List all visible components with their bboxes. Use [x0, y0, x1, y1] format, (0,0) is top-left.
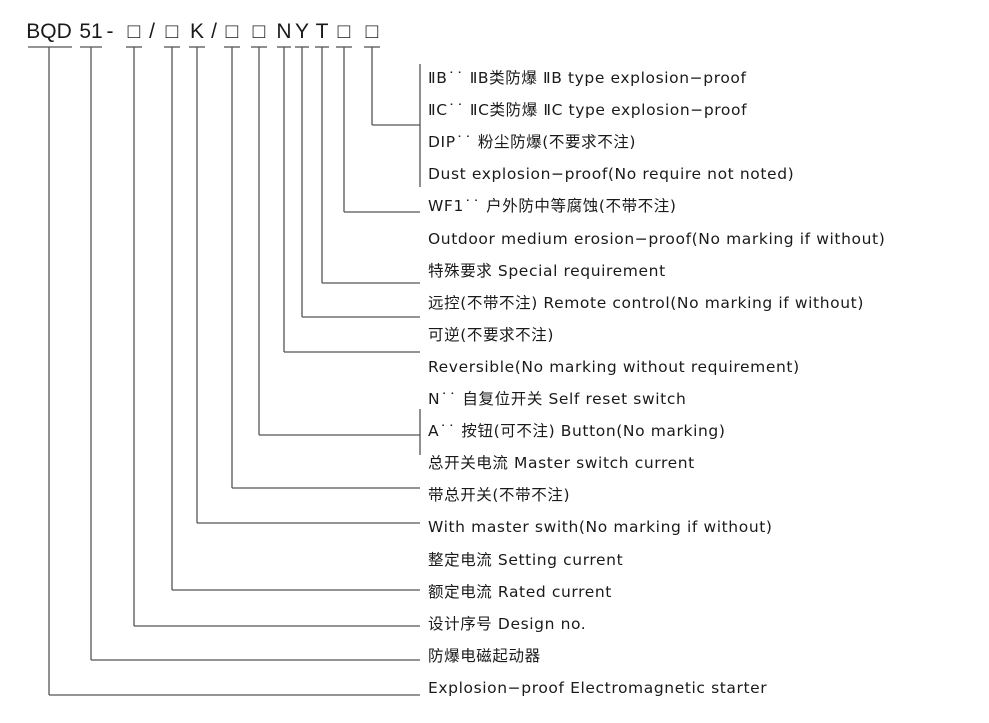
- description-row: 可逆(不要求不注): [428, 325, 554, 344]
- description-row: 带总开关(不带不注): [428, 486, 571, 505]
- description-row: DIP˙˙ 粉尘防爆(不要求不注): [428, 133, 637, 152]
- description-row: Reversible(No marking without requiremen…: [428, 357, 800, 376]
- description-row: With master swith(No marking if without): [428, 518, 773, 537]
- code-segment: □: [165, 20, 179, 43]
- code-segment: □: [127, 20, 141, 43]
- description-row: 设计序号 Design no.: [428, 614, 587, 633]
- code-segment: 51: [79, 20, 103, 43]
- description-row: ⅡC˙˙ ⅡC类防爆 ⅡC type explosion−proof: [428, 101, 748, 120]
- code-segment: □: [365, 20, 379, 43]
- description-row: 防爆电磁起动器: [428, 646, 541, 665]
- code-segment: □: [225, 20, 239, 43]
- code-segment: -: [106, 20, 114, 43]
- code-segment: Y: [294, 20, 310, 43]
- description-row: 总开关电流 Master switch current: [428, 454, 695, 473]
- description-row: Dust explosion−proof(No require not note…: [428, 165, 795, 184]
- description-row: Outdoor medium erosion−proof(No marking …: [428, 229, 886, 248]
- description-row: A˙˙ 按钮(可不注) Button(No marking): [428, 422, 726, 441]
- description-row: Explosion−proof Electromagnetic starter: [428, 678, 768, 697]
- code-segment: T: [315, 20, 329, 43]
- code-segment: K: [189, 20, 205, 43]
- code-segment: /: [211, 20, 217, 43]
- description-row: 特殊要求 Special requirement: [428, 261, 666, 280]
- description-row: WF1˙˙ 户外防中等腐蚀(不带不注): [428, 197, 677, 216]
- description-row: 整定电流 Setting current: [428, 550, 624, 569]
- code-segment: BQD: [26, 20, 72, 43]
- code-segment: □: [337, 20, 351, 43]
- description-row: ⅡB˙˙ ⅡB类防爆 ⅡB type explosion−proof: [428, 69, 747, 87]
- description-row: 额定电流 Rated current: [428, 582, 612, 601]
- code-segment: □: [252, 20, 266, 43]
- description-row: N˙˙ 自复位开关 Self reset switch: [428, 390, 687, 408]
- description-row: 远控(不带不注) Remote control(No marking if wi…: [428, 293, 864, 312]
- code-segment: /: [149, 20, 155, 43]
- code-segment: N: [276, 20, 292, 43]
